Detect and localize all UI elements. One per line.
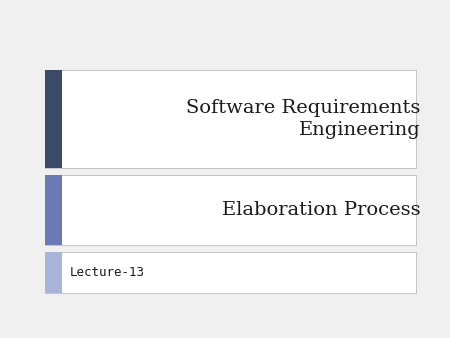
- Bar: [45, 175, 62, 245]
- Text: Elaboration Process: Elaboration Process: [222, 201, 421, 219]
- Bar: [45, 70, 62, 168]
- Bar: [45, 252, 416, 293]
- Text: Software Requirements
Engineering: Software Requirements Engineering: [186, 99, 421, 139]
- Bar: [45, 70, 416, 168]
- Bar: [45, 175, 416, 245]
- Text: Lecture-13: Lecture-13: [70, 266, 145, 279]
- Bar: [45, 252, 62, 293]
